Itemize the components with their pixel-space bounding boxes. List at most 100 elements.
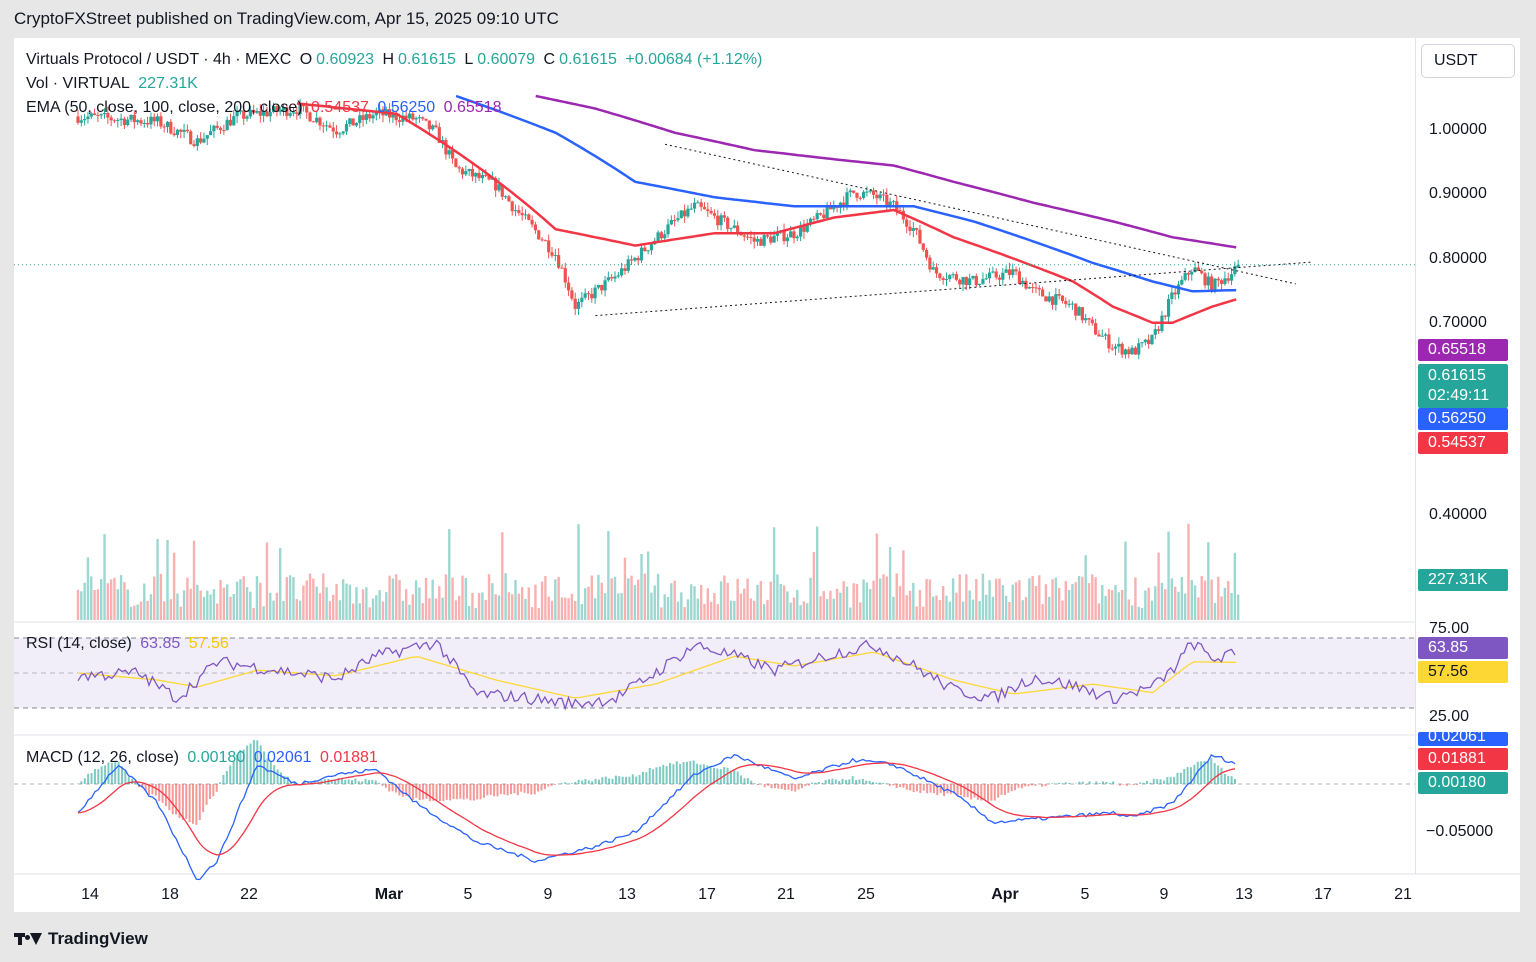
candle-body [348,118,352,125]
volume-bar [703,603,706,620]
macd-histogram-bar [631,774,634,784]
macd-histogram-bar [1159,779,1162,784]
candle-body [364,114,368,120]
volume-bar [1200,576,1203,620]
volume-bar [126,589,129,620]
volume-bar [265,542,269,620]
macd-histogram-bar [858,779,861,784]
volume-bar [713,593,716,620]
legend-ema-label[interactable]: EMA (50, close, 100, close, 200, close) [26,99,303,116]
macd-histogram-bar [1118,784,1121,786]
volume-bar [862,579,865,620]
volume-bar [239,579,242,620]
volume-bar [1193,585,1197,620]
volume-bar [1064,581,1068,620]
macd-histogram-bar [875,782,878,784]
legend-rsi-val: 63.85 [140,635,181,652]
candle-body [252,109,256,113]
candle-body [948,275,952,280]
volume-bar [1177,591,1180,620]
candle-body [1130,347,1134,355]
macd-histogram-bar [503,784,506,795]
macd-histogram-bar [817,782,820,784]
macd-histogram-bar [1031,784,1034,786]
volume-bar [1031,575,1034,620]
macd-histogram-bar [1173,777,1176,784]
volume-bar [544,576,547,620]
macd-histogram-bar [418,784,421,801]
candle-body [832,206,836,210]
volume-bar [1061,600,1064,620]
macd-histogram-bar [1162,780,1165,784]
volume-bar [1087,583,1091,620]
candle-body [374,111,378,116]
volume-bar [225,584,229,620]
candle-body [457,167,461,169]
macd-histogram-bar [452,784,455,800]
candle-body [1060,295,1065,301]
volume-bar [332,594,335,620]
volume-bar [1114,585,1117,620]
candle-body [789,231,793,238]
legend-rsi-ma-val: 57.56 [188,635,229,652]
macd-histogram-bar [476,784,479,800]
volume-bar [153,576,156,620]
volume-bar [116,589,119,620]
volume-bar [663,594,666,620]
currency-button[interactable]: USDT [1421,44,1515,78]
volume-bar [872,580,875,620]
macd-histogram-bar [587,780,590,784]
volume-bar [385,592,388,620]
volume-bar [216,603,219,620]
candle-body [358,115,362,123]
candle-body [215,125,219,128]
macd-histogram-bar [466,784,469,799]
volume-bar [593,598,597,620]
volume-bar [136,604,139,620]
macd-histogram-bar [215,784,218,792]
volume-bar [1137,606,1140,620]
candle-body [99,114,103,116]
candle-body [1014,269,1018,272]
volume-bar [295,599,298,620]
footer-brand[interactable]: TradingView [48,929,148,948]
macd-histogram-bar [1206,761,1209,784]
volume-bar [434,598,438,620]
candle-body [414,117,418,120]
x-tick: 21 [1394,886,1412,903]
volume-bar [524,599,527,620]
candle-body [235,111,239,117]
macd-histogram-bar [395,784,398,793]
volume-bar [1057,587,1061,620]
macd-histogram-bar [689,761,692,784]
candle-body [1213,278,1217,292]
macd-histogram-bar [1176,772,1179,784]
candle-body [938,273,942,279]
legend-symbol[interactable]: Virtuals Protocol / USDT · 4h · MEXC [26,51,292,68]
macd-histogram-bar [425,784,428,799]
candle-body [1166,299,1171,317]
volume-bar [328,601,332,620]
volume-bar [182,590,186,620]
rsi-value-label: 63.85 [1418,637,1508,659]
volume-bar [769,581,772,620]
candle-body [547,240,551,253]
candle-body [417,117,422,119]
candle-body [165,121,170,128]
candle-body [520,213,524,216]
last-price-value: 0.61615 [1428,367,1486,384]
candle-body [1157,329,1161,331]
macd-histogram-bar [892,784,895,786]
macd-histogram-bar [618,776,621,784]
candle-body [580,297,584,302]
candle-body [1200,270,1204,274]
legend-rsi-label[interactable]: RSI (14, close) [26,635,132,652]
legend-macd-label[interactable]: MACD (12, 26, close) [26,749,179,766]
legend-vol-label[interactable]: Vol · VIRTUAL [26,75,130,92]
legend-macd: MACD (12, 26, close) 0.00180 0.02061 0.0… [26,749,382,767]
volume-bar [441,597,444,620]
candle-body [871,190,876,195]
macd-histogram-bar [459,784,462,799]
macd-histogram-bar [499,784,502,794]
